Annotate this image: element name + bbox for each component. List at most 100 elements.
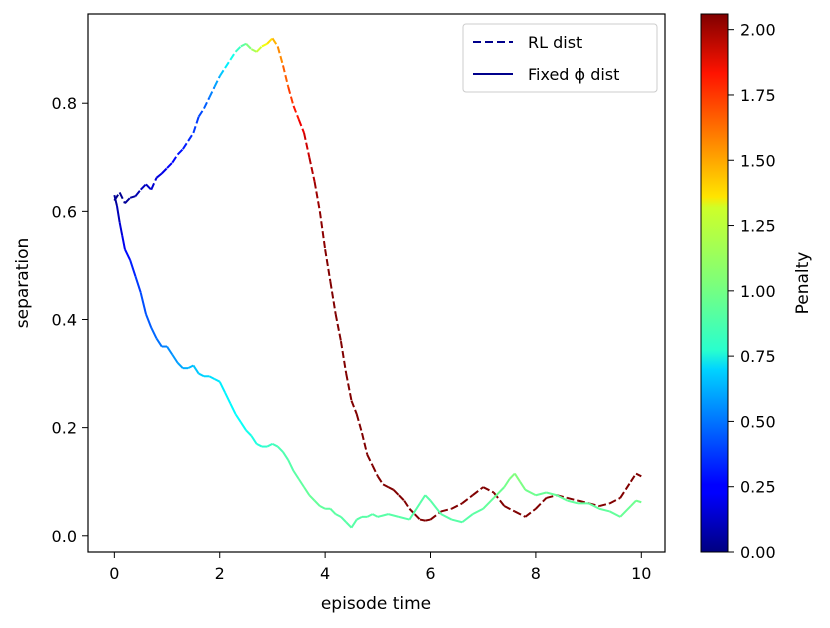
series-segment [567, 499, 579, 505]
series-segment [134, 189, 142, 197]
series-segment [635, 499, 642, 504]
x-tick-label: 0 [109, 564, 119, 583]
series-segment [472, 507, 484, 516]
series-segment [398, 494, 405, 502]
series-segment [440, 507, 452, 513]
y-axis-label: separation [13, 238, 33, 329]
colorbar-tick-label: 2.00 [740, 21, 776, 40]
colorbar-tick-label: 1.50 [740, 151, 776, 170]
x-tick-label: 8 [531, 564, 541, 583]
series-segment [266, 442, 273, 448]
series-segment [129, 195, 136, 199]
series-segment [218, 67, 226, 77]
series-segment [276, 46, 284, 66]
series-segment [355, 413, 363, 434]
series-segment [318, 211, 327, 250]
series-segment [340, 516, 347, 523]
series-segment [240, 42, 247, 48]
series-segment [166, 161, 174, 169]
colorbar-tick-label: 0.00 [740, 543, 776, 562]
series-segment [519, 481, 527, 491]
series-segment [271, 37, 279, 47]
series-segment [182, 140, 189, 150]
series-segment [118, 221, 124, 236]
series-segment [224, 59, 232, 69]
series-segment [577, 499, 589, 505]
series-segment [609, 510, 621, 518]
series-segment [403, 500, 411, 510]
series-segment [250, 435, 258, 445]
x-axis: 0 2 4 6 8 10 [109, 552, 651, 583]
series-segment [535, 497, 548, 510]
series-segment [493, 486, 505, 499]
series-segment [339, 340, 348, 374]
x-tick-label: 6 [425, 564, 435, 583]
series-segment [287, 86, 295, 107]
series-segment [482, 497, 495, 510]
series-segment [161, 167, 168, 175]
series-segment [472, 486, 484, 497]
series-segment [388, 513, 400, 518]
series-segment [508, 472, 516, 480]
series-rl-dist [113, 37, 642, 522]
series-segment [124, 197, 131, 204]
legend-label-fixed-dist: Fixed ϕ dist [528, 65, 619, 84]
series-segment [245, 429, 253, 437]
series-segment [356, 515, 363, 521]
series-segment [524, 488, 537, 497]
series-segment [155, 172, 163, 179]
series-segment [335, 513, 342, 518]
series-segment [630, 499, 637, 507]
series-segment [287, 459, 295, 472]
series-segment [208, 86, 216, 99]
series-segment [197, 108, 205, 118]
series-segment [635, 472, 642, 478]
series-segment [245, 43, 253, 50]
series-segment [361, 432, 369, 455]
series-segment [413, 513, 421, 521]
series-segment [256, 442, 263, 448]
series-segment [424, 494, 432, 502]
series-segment [461, 494, 474, 505]
series-segment [598, 507, 610, 513]
series-segment [513, 473, 521, 483]
series-segment [350, 400, 358, 415]
series-segment [166, 345, 174, 356]
series-segment [308, 494, 316, 502]
series-segment [451, 518, 463, 524]
series-segment [376, 475, 384, 485]
series-segment [266, 37, 274, 45]
series-segment [214, 378, 221, 383]
series-segment [440, 513, 453, 521]
series-layer [113, 37, 642, 529]
series-segment [324, 249, 332, 282]
series-segment [113, 194, 118, 207]
legend-label-rl-dist: RL dist [528, 33, 582, 52]
series-segment [382, 483, 389, 489]
series-segment [139, 292, 147, 315]
series-segment [192, 116, 200, 134]
series-segment [115, 205, 121, 223]
series-segment [619, 481, 632, 499]
series-segment [308, 157, 316, 182]
series-segment [319, 505, 326, 510]
series-segment [372, 513, 379, 518]
series-segment [609, 497, 621, 505]
series-segment [313, 499, 321, 507]
series-segment [123, 248, 132, 261]
y-tick-label: 0.4 [52, 310, 77, 329]
series-segment [503, 505, 516, 513]
series-segment [150, 327, 158, 339]
series-segment [334, 313, 342, 342]
series-segment [229, 402, 237, 415]
series-segment [546, 494, 558, 499]
series-segment [239, 421, 247, 431]
series-segment [213, 75, 221, 88]
series-segment [229, 51, 237, 61]
series-segment [461, 513, 474, 524]
series-segment [313, 181, 321, 212]
x-axis-label: episode time [321, 594, 431, 614]
series-segment [261, 42, 268, 48]
series-segment [329, 508, 337, 515]
